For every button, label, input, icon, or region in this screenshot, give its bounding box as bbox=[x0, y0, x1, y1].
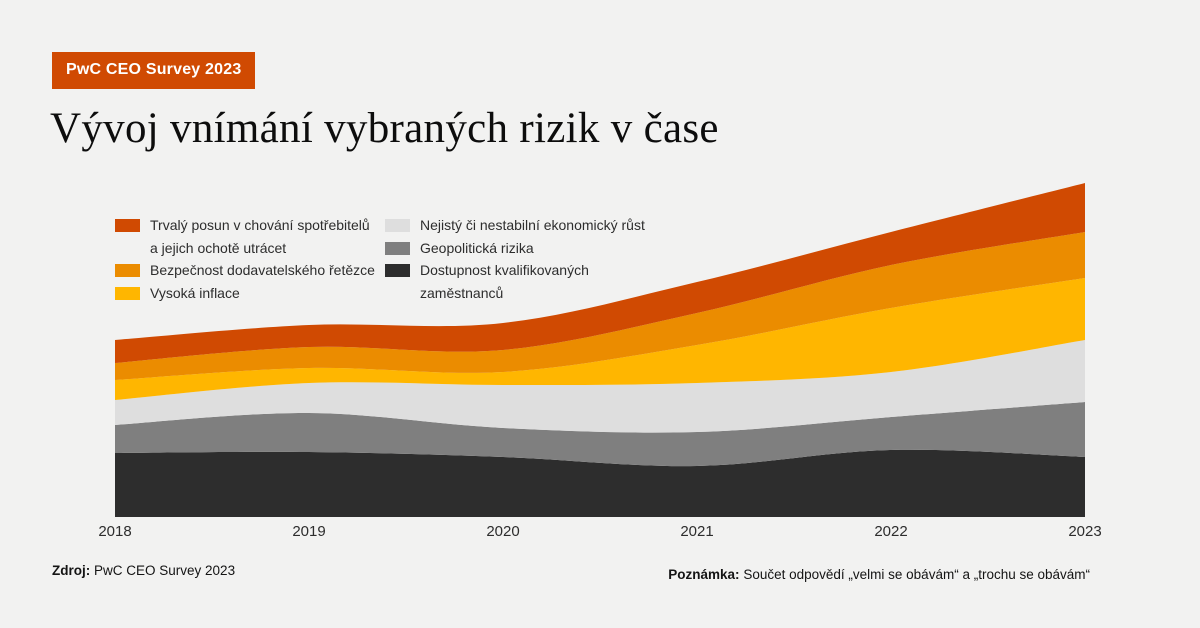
note-label: Poznámka: bbox=[668, 567, 740, 582]
x-tick-2019: 2019 bbox=[292, 523, 326, 540]
legend-label-skilled-workers: Dostupnost kvalifikovaných zaměstnanců bbox=[420, 262, 589, 301]
area-geopolitical-risk bbox=[115, 402, 1085, 467]
legend-item-skilled-workers: Dostupnost kvalifikovaných zaměstnanců bbox=[385, 259, 645, 304]
legend-label-economic-growth: Nejistý či nestabilní ekonomický růst bbox=[420, 217, 645, 233]
x-tick-2018: 2018 bbox=[98, 523, 132, 540]
legend-swatch-consumer-behavior bbox=[115, 219, 140, 232]
area-inflation bbox=[115, 278, 1085, 400]
legend-swatch-inflation bbox=[115, 286, 140, 300]
x-tick-2022: 2022 bbox=[874, 523, 908, 540]
legend-column-right: Nejistý či nestabilní ekonomický růst Geo… bbox=[385, 214, 645, 304]
area-economic-growth bbox=[115, 340, 1085, 433]
source-value: PwC CEO Survey 2023 bbox=[94, 563, 236, 578]
x-tick-2023: 2023 bbox=[1068, 523, 1102, 540]
x-tick-2020: 2020 bbox=[486, 523, 520, 540]
legend-label-geopolitical-risk: Geopolitická rizika bbox=[420, 239, 534, 256]
area-supply-chain bbox=[115, 232, 1085, 380]
x-tick-2021: 2021 bbox=[680, 523, 714, 540]
page-title: Vývoj vnímání vybraných rizik v čase bbox=[50, 105, 719, 152]
legend-item-economic-growth: Nejistý či nestabilní ekonomický růst bbox=[385, 214, 645, 237]
legend-swatch-supply-chain bbox=[115, 264, 140, 277]
stacked-area-chart bbox=[115, 183, 1085, 517]
legend-label-inflation: Vysoká inflace bbox=[150, 284, 240, 301]
legend-item-inflation: Vysoká inflace bbox=[115, 282, 380, 305]
area-consumer-behavior bbox=[115, 183, 1085, 363]
legend-column-left: Trvalý posun v chování spotřebitelů a jej… bbox=[115, 214, 380, 304]
legend-item-supply-chain: Bezpečnost dodavatelského řetězce bbox=[115, 259, 380, 282]
x-axis: 2018 2019 2020 2021 2022 2023 bbox=[98, 523, 1101, 543]
legend-swatch-geopolitical-risk bbox=[385, 241, 410, 255]
note-text: Poznámka: Součet odpovědí „velmi se obáv… bbox=[668, 567, 1090, 582]
survey-badge: PwC CEO Survey 2023 bbox=[52, 52, 256, 89]
legend-item-consumer-behavior: Trvalý posun v chování spotřebitelů a jej… bbox=[115, 214, 380, 259]
source-label: Zdroj: bbox=[52, 563, 91, 578]
legend-swatch-skilled-workers bbox=[385, 264, 410, 277]
legend-label-consumer-behavior: Trvalý posun v chování spotřebitelů a jej… bbox=[150, 217, 370, 256]
note-value: Součet odpovědí „velmi se obávám“ a „tro… bbox=[743, 567, 1090, 582]
legend-label-supply-chain: Bezpečnost dodavatelského řetězce bbox=[150, 262, 375, 278]
legend-swatch-economic-growth bbox=[385, 219, 410, 232]
legend-item-geopolitical-risk: Geopolitická rizika bbox=[385, 237, 645, 260]
area-skilled-workers bbox=[115, 449, 1085, 517]
source-text: Zdroj: PwC CEO Survey 2023 bbox=[52, 563, 235, 578]
